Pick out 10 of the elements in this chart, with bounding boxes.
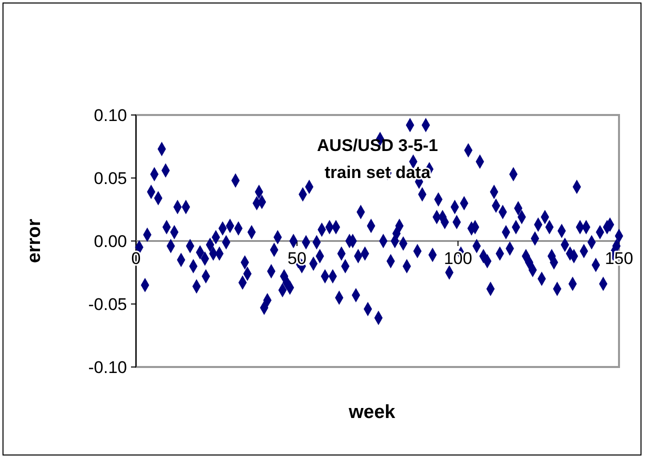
x-tick-label: 150 [604, 249, 634, 268]
y-tick-label: 0.00 [94, 232, 127, 251]
x-axis-title: week [348, 402, 396, 423]
x-tick-label: 100 [444, 249, 472, 268]
y-tick-label: -0.05 [88, 294, 127, 314]
y-tick-label: 0.10 [94, 106, 127, 125]
y-tick-label: -0.10 [88, 358, 127, 377]
y-axis-title: error [24, 218, 45, 264]
text: AUS/USD 3-5-1 [317, 136, 438, 155]
y-tick-label: 0.05 [94, 168, 127, 188]
